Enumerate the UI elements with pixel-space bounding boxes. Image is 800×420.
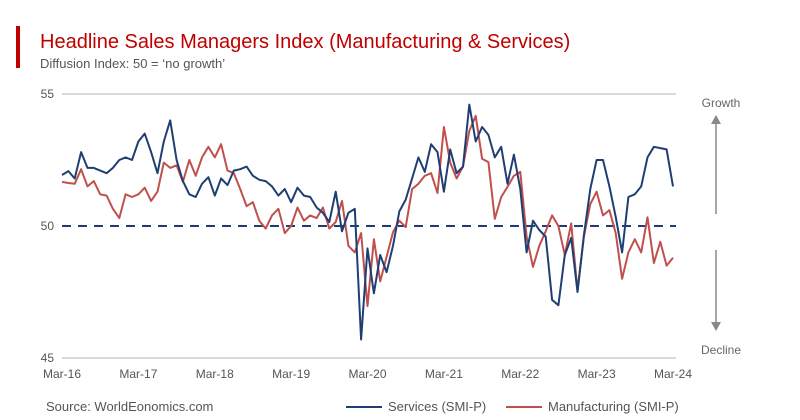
y-tick-label: 50	[41, 219, 55, 233]
series-line-services	[61, 103, 674, 341]
x-tick-label: Mar-16	[43, 367, 81, 381]
x-tick-label: Mar-18	[196, 367, 234, 381]
title-accent-bar	[16, 26, 20, 68]
annotation-decline: Decline	[701, 343, 741, 357]
chart-title: Headline Sales Managers Index (Manufactu…	[40, 31, 571, 53]
chart-subtitle: Diffusion Index: 50 = ‘no growth’	[40, 56, 226, 71]
arrow-up-icon	[711, 115, 721, 124]
annotation-growth: Growth	[702, 96, 741, 110]
x-tick-label: Mar-17	[119, 367, 157, 381]
x-tick-label: Mar-20	[348, 367, 386, 381]
legend-swatch-services	[346, 405, 382, 408]
x-tick-label: Mar-21	[425, 367, 463, 381]
legend-label-services: Services (SMI-P)	[388, 399, 487, 414]
arrow-down-icon	[711, 322, 721, 331]
source-note: Source: WorldEonomics.com	[46, 399, 214, 414]
legend-item-manufacturing: Manufacturing (SMI-P)	[506, 399, 679, 414]
legend-swatch-manufacturing	[506, 405, 542, 408]
legend-label-manufacturing: Manufacturing (SMI-P)	[548, 399, 679, 414]
y-tick-label: 55	[41, 87, 55, 101]
x-tick-label: Mar-23	[578, 367, 616, 381]
x-tick-label: Mar-19	[272, 367, 310, 381]
legend-item-services: Services (SMI-P)	[346, 399, 486, 414]
series-line-manufacturing	[61, 114, 674, 307]
x-tick-label: Mar-24	[654, 367, 692, 381]
x-tick-label: Mar-22	[501, 367, 539, 381]
y-tick-label: 45	[41, 351, 55, 365]
